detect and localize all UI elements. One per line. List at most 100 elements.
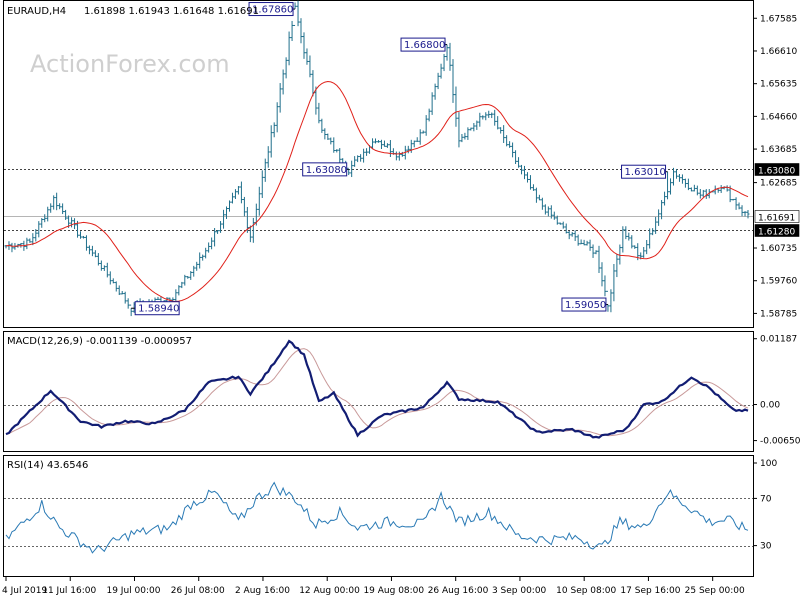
candle [442, 53, 446, 72]
price-annotation-label-1: 1.66800 [404, 40, 445, 51]
price-annotation-label-4: 1.59050 [565, 300, 606, 311]
candle [585, 240, 589, 246]
candle [326, 133, 330, 140]
candle [293, 2, 297, 26]
rsi-panel-frame [3, 455, 754, 577]
candle [233, 189, 237, 200]
candle [701, 189, 705, 198]
candle [43, 214, 47, 223]
candle [624, 226, 628, 240]
candle [350, 160, 354, 178]
candle [123, 291, 127, 304]
candle [531, 184, 535, 191]
candle [117, 285, 121, 296]
candle [260, 170, 264, 198]
time-tick-label-5: 12 Aug 00:00 [299, 586, 360, 596]
candle [603, 275, 607, 297]
candle [275, 102, 279, 133]
candle [320, 118, 324, 133]
candle [90, 245, 94, 257]
candle [618, 244, 622, 265]
candle [299, 18, 303, 44]
candle [31, 233, 35, 246]
candle [287, 31, 291, 66]
rsi-title: RSI(14) 43.6546 [7, 460, 88, 471]
candle [225, 206, 229, 219]
candle [40, 218, 44, 228]
time-tick-label-2: 19 Jul 00:00 [106, 586, 160, 596]
candle [394, 151, 398, 161]
macd-panel-frame [3, 331, 754, 452]
candle [546, 206, 550, 217]
candle [379, 139, 383, 150]
candle [216, 230, 220, 234]
candle [460, 134, 464, 143]
candle [651, 228, 655, 236]
candle [686, 178, 690, 191]
time-tick-label-9: 10 Sep 08:00 [556, 586, 616, 596]
candle [192, 265, 196, 277]
time-tick-label-8: 3 Sep 00:00 [492, 586, 547, 596]
time-tick-label-1: 11 Jul 16:00 [42, 586, 96, 596]
candle [365, 148, 369, 156]
candle [612, 263, 616, 302]
candle [183, 274, 187, 286]
candle [239, 181, 243, 204]
candle [430, 92, 434, 115]
price-annotation-0: 1.67860 [248, 2, 294, 17]
candle [454, 86, 458, 127]
candle [439, 63, 443, 79]
candle [52, 195, 56, 210]
candle [457, 112, 461, 148]
candle [558, 222, 562, 225]
candle [427, 108, 431, 122]
candle [746, 209, 750, 219]
candle [472, 122, 476, 132]
candle [329, 137, 333, 145]
candle [496, 116, 500, 130]
candle [669, 178, 673, 195]
candle [186, 276, 190, 279]
candle [290, 20, 294, 42]
candle [362, 148, 366, 163]
candle [400, 151, 404, 157]
candle [317, 102, 321, 124]
time-tick-label-4: 2 Aug 16:00 [235, 586, 290, 596]
candle [195, 261, 199, 271]
candle [111, 278, 115, 284]
candle [549, 205, 553, 219]
candle [272, 122, 276, 138]
ohlc-label: 1.61898 1.61943 1.61648 1.61691 [84, 6, 259, 17]
candle [213, 228, 217, 247]
candle [579, 239, 583, 245]
candle [528, 175, 532, 190]
candle [633, 245, 637, 249]
candle [645, 240, 649, 255]
price-tick-label-2: 1.65635 [760, 80, 797, 90]
candle [570, 231, 574, 237]
candle [266, 146, 270, 168]
candle [189, 271, 193, 280]
macd-tick-label-2: -0.006502 [760, 437, 800, 447]
candle [93, 250, 97, 258]
candle [108, 271, 112, 285]
candle [34, 229, 38, 242]
candle [588, 239, 592, 251]
candle [245, 206, 249, 233]
price-level-tag-0 [754, 163, 800, 176]
price-annotation-2: 1.63080 [302, 162, 348, 177]
candle [406, 145, 410, 154]
candle [64, 209, 68, 220]
macd-signal-line [5, 348, 749, 437]
candle [374, 138, 378, 144]
rsi-tick-label-0: 100 [760, 459, 777, 469]
candle [642, 246, 646, 258]
candle [385, 143, 389, 148]
candle [269, 125, 273, 158]
symbol-label: EURAUD,H4 [7, 6, 66, 17]
candle [672, 167, 676, 186]
candle [615, 254, 619, 278]
candle [37, 221, 41, 238]
candle [308, 55, 312, 78]
candle [415, 137, 419, 142]
